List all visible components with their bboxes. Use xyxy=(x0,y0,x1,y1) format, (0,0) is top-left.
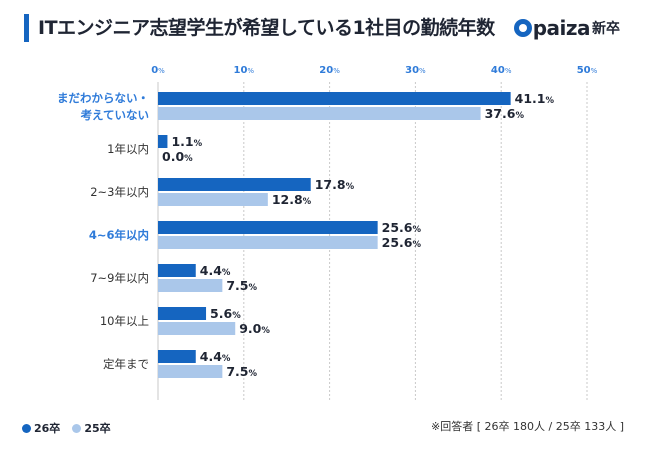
bar-25卒 xyxy=(158,279,223,292)
bar-25卒 xyxy=(158,322,236,335)
category-label: 4~6年以内 xyxy=(89,228,149,242)
paiza-logo: paiza 新卒 xyxy=(513,16,620,40)
logo-sub: 新卒 xyxy=(592,21,620,37)
tick-label: 40% xyxy=(491,65,512,76)
bar-25卒 xyxy=(158,236,378,249)
value-label: 5.6% xyxy=(210,306,241,321)
bar-26卒 xyxy=(158,92,511,105)
category-label: 定年まで xyxy=(103,357,149,371)
value-label: 41.1% xyxy=(515,91,555,106)
tick-label: 50% xyxy=(577,65,598,76)
legend-label-26: 26卒 xyxy=(34,422,61,435)
logo-word: paiza xyxy=(532,16,591,40)
bar-26卒 xyxy=(158,350,196,363)
tick-label: 10% xyxy=(234,65,255,76)
bar-25卒 xyxy=(158,107,481,120)
category-label: 2~3年以内 xyxy=(90,185,149,199)
value-label: 12.8% xyxy=(272,192,312,207)
bar-25卒 xyxy=(158,365,223,378)
legend-item-26: 26卒 xyxy=(22,420,60,436)
value-label: 25.6% xyxy=(382,220,422,235)
value-label: 17.8% xyxy=(315,177,355,192)
respondent-note: ※回答者 [ 26卒 180人 / 25卒 133人 ] xyxy=(431,420,624,433)
value-label: 4.4% xyxy=(200,263,231,278)
category-label: まだわからない・考えていない xyxy=(57,91,149,122)
bar-25卒 xyxy=(158,193,268,206)
value-label: 7.5% xyxy=(226,278,257,293)
legend-dot-26 xyxy=(22,423,31,433)
value-label: 1.1% xyxy=(171,134,202,149)
legend-dot-25 xyxy=(72,423,82,433)
chart-title: ITエンジニア志望学生が希望している1社目の勤続年数 xyxy=(38,17,495,39)
title-accent-bar xyxy=(24,14,29,42)
bar-26卒 xyxy=(158,264,196,277)
bar-26卒 xyxy=(158,307,207,320)
value-label: 37.6% xyxy=(485,106,525,121)
value-label: 0.0% xyxy=(162,149,193,164)
tick-label: 20% xyxy=(319,65,340,76)
category-label: 10年以上 xyxy=(100,314,149,328)
value-label: 25.6% xyxy=(382,235,422,250)
legend-label-25: 25卒 xyxy=(84,422,111,435)
tick-label: 30% xyxy=(405,65,426,76)
bar-26卒 xyxy=(158,178,311,191)
category-label: 7~9年以内 xyxy=(90,271,149,285)
value-label: 9.0% xyxy=(239,321,270,336)
value-label: 4.4% xyxy=(200,349,231,364)
legend-item-25: 25卒 xyxy=(72,420,111,436)
tick-label: 0% xyxy=(151,65,165,76)
paiza-logo-icon xyxy=(513,19,532,37)
value-label: 7.5% xyxy=(226,364,257,379)
bar-26卒 xyxy=(158,221,378,234)
bar-26卒 xyxy=(158,135,168,148)
category-label: 1年以内 xyxy=(107,142,149,156)
legend: 26卒 25卒 xyxy=(22,420,123,436)
